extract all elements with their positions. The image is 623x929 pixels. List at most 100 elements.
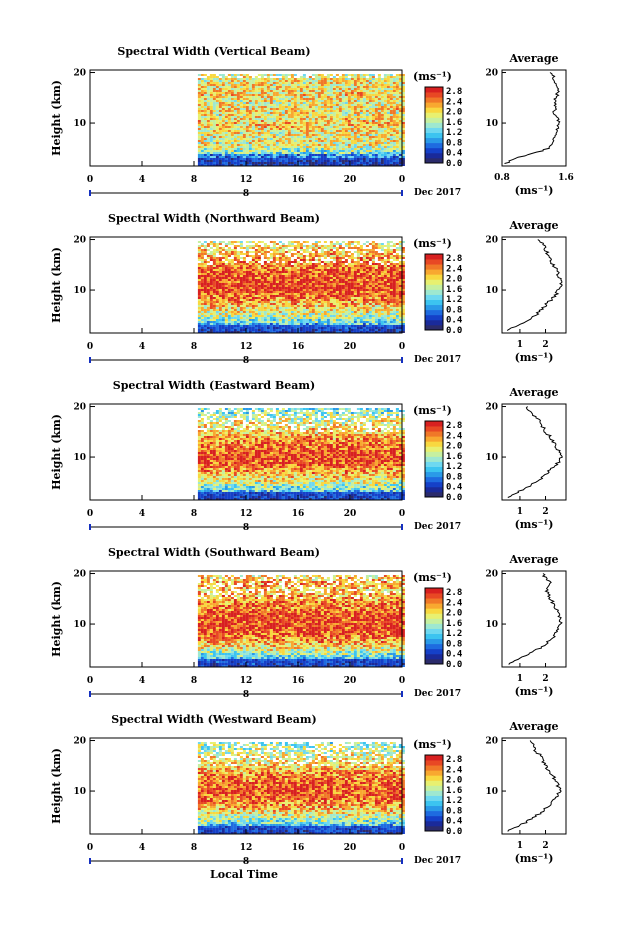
heatmap-cell — [326, 146, 330, 148]
heatmap-cell — [218, 162, 222, 164]
heatmap-cell — [197, 102, 201, 104]
heatmap-cell — [260, 138, 264, 140]
heatmap-cell — [356, 279, 360, 281]
heatmap-cell — [365, 293, 369, 295]
heatmap-cell — [365, 134, 369, 136]
heatmap-cell — [218, 154, 222, 156]
heatmap-cell — [200, 150, 204, 152]
heatmap-cell — [212, 136, 216, 138]
heatmap-cell — [251, 255, 255, 257]
heatmap-cell — [308, 126, 312, 128]
heatmap-cell — [293, 253, 297, 255]
heatmap-cell — [302, 257, 306, 259]
heatmap-cell — [320, 96, 324, 98]
heatmap-cell — [278, 136, 282, 138]
heatmap-cell — [365, 104, 369, 106]
heatmap-cell — [377, 146, 381, 148]
heatmap-cell — [401, 124, 405, 126]
heatmap-cell — [317, 283, 321, 285]
heatmap-cell — [314, 144, 318, 146]
heatmap-cell — [197, 100, 201, 102]
heatmap-cell — [353, 124, 357, 126]
heatmap-cell — [272, 241, 276, 243]
heatmap-cell — [215, 164, 219, 166]
heatmap-cell — [275, 124, 279, 126]
heatmap-cell — [275, 267, 279, 269]
heatmap-cell — [362, 267, 366, 269]
heatmap-cell — [203, 269, 207, 271]
heatmap-cell — [335, 265, 339, 267]
heatmap-cell — [281, 150, 285, 152]
heatmap-cell — [377, 102, 381, 104]
heatmap-cell — [221, 140, 225, 142]
heatmap-cell — [380, 255, 384, 257]
heatmap-cell — [239, 134, 243, 136]
heatmap-cell — [263, 98, 267, 100]
heatmap-cell — [338, 140, 342, 142]
heatmap-cell — [383, 273, 387, 275]
heatmap-cell — [248, 162, 252, 164]
heatmap-cell — [401, 138, 405, 140]
colorbar-segment — [425, 142, 443, 149]
heatmap-cell — [338, 118, 342, 120]
heatmap-cell — [272, 122, 276, 124]
heatmap-cell — [197, 118, 201, 120]
heatmap-cell — [386, 255, 390, 257]
heatmap-cell — [272, 136, 276, 138]
heatmap-cell — [365, 118, 369, 120]
heatmap-cell — [209, 134, 213, 136]
heatmap-cell — [248, 144, 252, 146]
heatmap-cell — [380, 98, 384, 100]
heatmap-cell — [359, 267, 363, 269]
heatmap-cell — [383, 136, 387, 138]
heatmap-cell — [326, 154, 330, 156]
heatmap-cell — [272, 150, 276, 152]
heatmap-cell — [371, 132, 375, 134]
heatmap-cell — [374, 295, 378, 297]
heatmap-cell — [245, 106, 249, 108]
heatmap-cell — [260, 156, 264, 158]
heatmap-cell — [263, 251, 267, 253]
heatmap-cell — [278, 100, 282, 102]
heatmap-cell — [380, 132, 384, 134]
heatmap-cell — [341, 116, 345, 118]
heatmap-cell — [347, 104, 351, 106]
heatmap-cell — [320, 144, 324, 146]
heatmap-cell — [320, 156, 324, 158]
heatmap-cell — [299, 281, 303, 283]
heatmap-cell — [266, 134, 270, 136]
heatmap-cell — [326, 253, 330, 255]
heatmap-cell — [299, 82, 303, 84]
heatmap-cell — [299, 160, 303, 162]
heatmap-cell — [386, 267, 390, 269]
heatmap-cell — [308, 285, 312, 287]
heatmap-cell — [272, 114, 276, 116]
heatmap-cell — [302, 150, 306, 152]
heatmap-cell — [392, 277, 396, 279]
heatmap-cell — [218, 122, 222, 124]
heatmap-cell — [329, 253, 333, 255]
heatmap-cell — [218, 112, 222, 114]
heatmap-cell — [230, 259, 234, 261]
heatmap-cell — [215, 120, 219, 122]
heatmap-cell — [341, 154, 345, 156]
heatmap-cell — [320, 287, 324, 289]
heatmap-cell — [338, 164, 342, 166]
heatmap-cell — [344, 283, 348, 285]
heatmap-cell — [353, 279, 357, 281]
heatmap-cell — [263, 275, 267, 277]
heatmap-cell — [206, 295, 210, 297]
heatmap-cell — [389, 249, 393, 251]
heatmap-cell — [230, 275, 234, 277]
heatmap-cell — [401, 86, 405, 88]
heatmap-cell — [266, 140, 270, 142]
heatmap-cell — [341, 156, 345, 158]
heatmap-cell — [359, 104, 363, 106]
heatmap-cell — [287, 120, 291, 122]
heatmap-cell — [311, 74, 315, 76]
heatmap-cell — [287, 118, 291, 120]
heatmap-cell — [233, 100, 237, 102]
heatmap-cell — [266, 152, 270, 154]
x-tick-label: 0 — [399, 175, 405, 185]
heatmap-cell — [299, 158, 303, 160]
